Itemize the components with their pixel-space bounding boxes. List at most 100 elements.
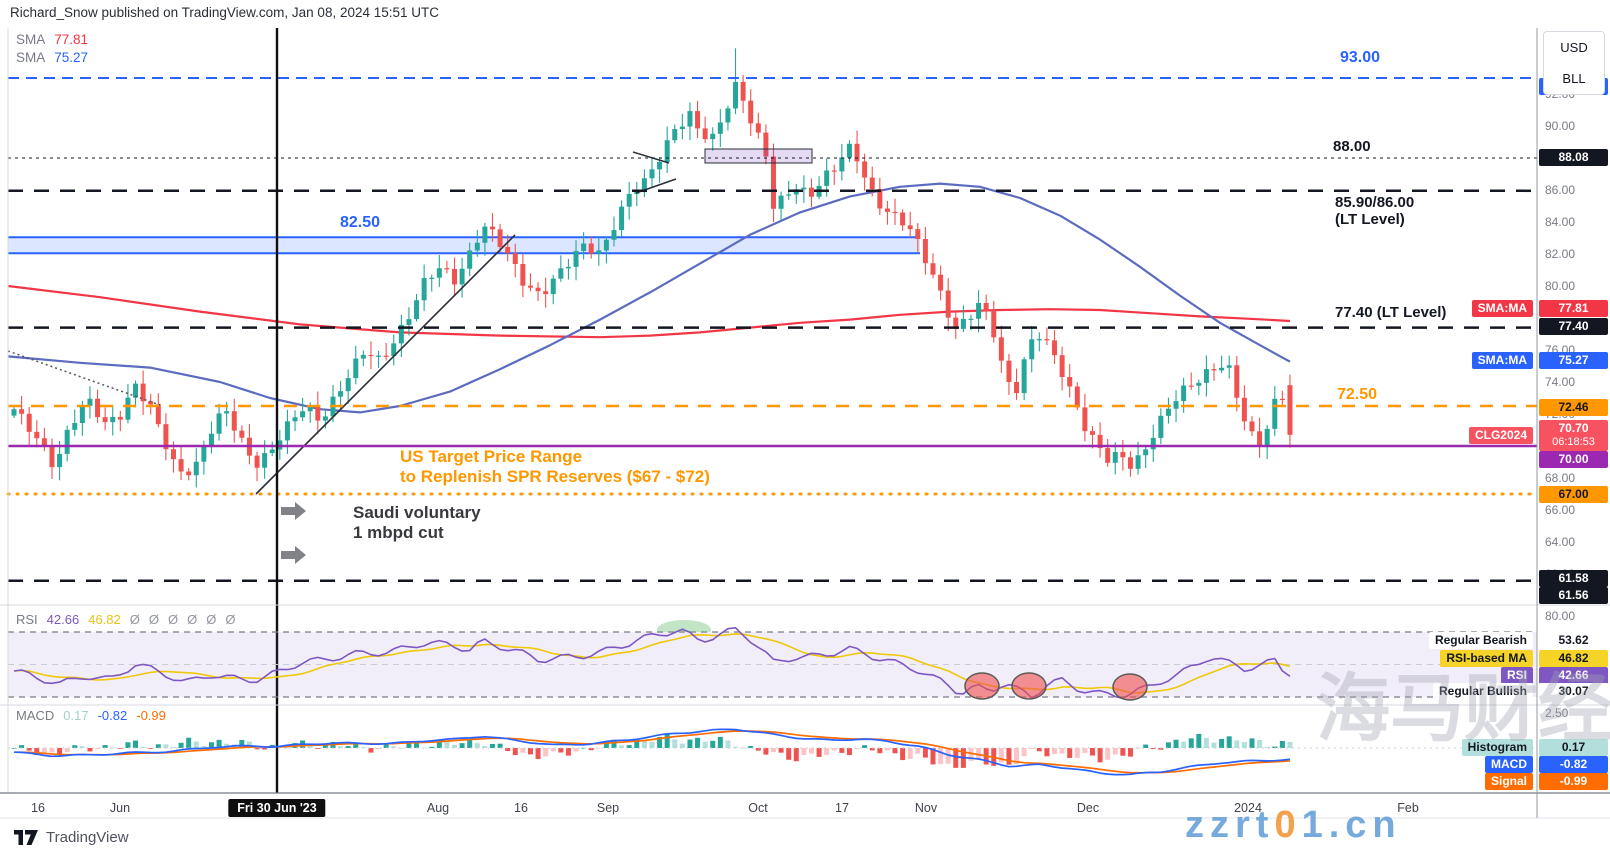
candle-body: [998, 337, 1004, 361]
macd-histogram-bar: [816, 748, 822, 757]
published-line: Richard_Snow published on TradingView.co…: [10, 5, 440, 20]
price-axis-badge: 70.00: [1539, 450, 1608, 468]
candle-body: [588, 243, 594, 254]
macd-histogram-bar: [489, 743, 495, 748]
macd-histogram-bar: [1097, 748, 1103, 763]
candle-body: [1203, 369, 1209, 383]
macd-histogram-bar: [786, 748, 792, 760]
candle-body: [877, 189, 883, 209]
macd-histogram-bar: [102, 745, 108, 748]
macd-histogram-bar: [436, 740, 442, 748]
candle-body: [64, 429, 70, 454]
macd-histogram-bar: [808, 748, 814, 754]
candle-body: [1089, 431, 1095, 435]
symbol-unit-selector[interactable]: USD BLL: [1543, 31, 1605, 95]
candle-body: [1287, 385, 1293, 435]
macd-signal-line: [14, 730, 1291, 774]
candle-body: [444, 268, 450, 270]
macd-histogram-bar: [79, 746, 85, 748]
candle-body: [603, 239, 609, 251]
macd-histogram-bar: [915, 748, 921, 754]
indicator-axis-value: 42.66: [1539, 666, 1608, 684]
macd-histogram-bar: [322, 743, 328, 748]
rsi-label: RSI: [16, 612, 38, 627]
candle-body: [808, 187, 814, 197]
macd-histogram-bar: [186, 737, 192, 748]
rsi-overbought-blob: [657, 620, 711, 632]
macd-histogram-bar: [125, 742, 131, 748]
candle-body: [368, 354, 374, 357]
candle-body: [155, 404, 161, 425]
indicator-axis-chip: Regular Bullish: [1432, 682, 1533, 700]
macd-histogram-bar: [953, 748, 959, 768]
candle-body: [543, 291, 549, 295]
macd-histogram-bar: [467, 739, 473, 748]
macd-histogram-bar: [1082, 748, 1088, 754]
macd-histogram-bar: [695, 737, 701, 748]
macd-histogram-bar: [1029, 748, 1035, 749]
macd-histogram-bar: [459, 743, 465, 748]
candle-body: [991, 311, 997, 338]
macd-histogram-bar: [619, 745, 625, 748]
candle-body: [178, 459, 184, 472]
macd-histogram-bar: [1112, 748, 1118, 755]
level-label: 72.50: [1337, 386, 1378, 403]
macd-histogram-bar: [254, 748, 260, 750]
candle-body: [755, 123, 761, 133]
candle-body: [922, 239, 928, 264]
candle-body: [1097, 434, 1103, 449]
macd-histogram-bar: [626, 745, 632, 748]
macd-histogram-bar: [717, 736, 723, 748]
candle-body: [117, 416, 123, 420]
time-axis-tick: 17: [835, 801, 849, 815]
candle-body: [1044, 339, 1050, 341]
time-axis-tick: 2024: [1234, 801, 1262, 815]
macd-histogram-bar: [596, 748, 602, 749]
candle-body: [19, 409, 25, 414]
candle-body: [102, 417, 108, 423]
macd-histogram-bar: [72, 745, 78, 748]
candle-body: [239, 430, 245, 438]
candle-body: [710, 133, 716, 140]
macd-histogram-bar: [1044, 748, 1050, 757]
candle-body: [1120, 452, 1126, 458]
macd-histogram-bar: [884, 748, 890, 751]
macd-histogram-bar: [1226, 736, 1232, 748]
rsi-ma-value: 46.82: [88, 612, 121, 627]
macd-histogram-bar: [148, 748, 154, 749]
candle-body: [945, 290, 951, 318]
tradingview-logo-link[interactable]: TradingView: [14, 829, 129, 846]
price-axis-badge: 77.40: [1539, 317, 1608, 335]
candle-body: [657, 161, 663, 170]
macd-histogram-bar: [391, 746, 397, 748]
candle-body: [140, 383, 146, 402]
candle-body: [125, 397, 131, 420]
macd-histogram-bar: [49, 748, 55, 753]
candle-body: [1226, 365, 1232, 368]
price-axis-tick: 80.00: [1545, 279, 1576, 293]
candle-body: [527, 285, 533, 288]
macd-histogram-bar: [801, 748, 807, 756]
candle-body: [1188, 385, 1194, 387]
price-axis-tick: 68.00: [1545, 471, 1576, 485]
macd-histogram-bar: [368, 748, 374, 753]
candle-body: [824, 170, 830, 186]
candle-body: [163, 424, 169, 450]
time-axis-tick: Oct: [748, 801, 768, 815]
macd-histogram-bar: [930, 748, 936, 765]
indicator-axis-chip: MACD: [1485, 755, 1533, 773]
candle-body: [558, 268, 564, 279]
rsi-value: 42.66: [46, 612, 80, 627]
macd-histogram-bar: [95, 748, 101, 750]
candle-body: [649, 169, 655, 179]
rising-trendline: [255, 234, 516, 495]
macd-histogram-bar: [1181, 741, 1187, 748]
macd-histogram-bar: [1067, 748, 1073, 758]
macd-histogram-bar: [201, 745, 207, 748]
candle-body: [1082, 407, 1088, 432]
level-label: 77.40 (LT Level): [1335, 304, 1447, 321]
candle-body: [778, 195, 784, 209]
macd-histogram-bar: [938, 748, 944, 765]
candle-body: [748, 100, 754, 124]
